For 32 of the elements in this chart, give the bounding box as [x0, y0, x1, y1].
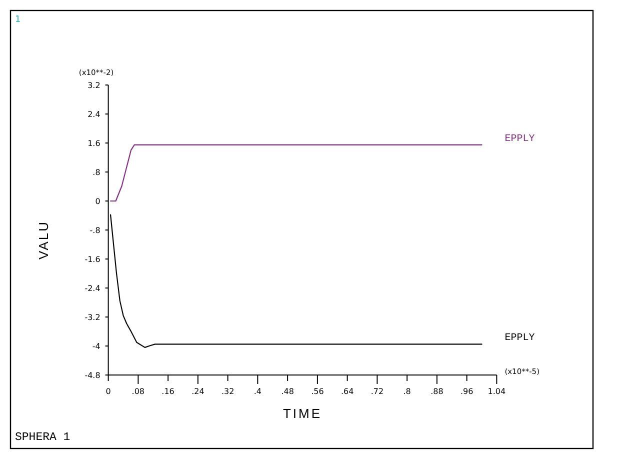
x-tick-label: .08: [132, 387, 145, 396]
x-axis-title: TIME: [282, 406, 322, 421]
y-tick-label: 0: [95, 196, 100, 206]
y-axis-title: VALU: [36, 220, 51, 260]
y-tick-label: -3.2: [84, 312, 100, 322]
x-tick-label: .32: [221, 387, 234, 396]
x-tick-label: 1.04: [488, 387, 506, 396]
text: EPPLY: [504, 134, 535, 145]
y-tick-label: -4.8: [84, 370, 100, 380]
y-tick-label: -2.4: [84, 284, 100, 293]
text: SPHERA 1: [15, 431, 70, 444]
x-tick-label: 0: [106, 387, 111, 396]
x-tick-label: .88: [430, 387, 444, 396]
x-tick-label: .4: [254, 387, 262, 396]
x-tick-label: .16: [162, 387, 174, 396]
x-tick-label: .96: [460, 387, 474, 396]
x-tick-label: .56: [311, 387, 324, 396]
y-tick-label: -4: [92, 342, 100, 351]
text: 1: [15, 15, 21, 25]
y-tick-label: -.8: [90, 226, 100, 235]
y-tick-label: .8: [92, 168, 100, 177]
line-series: [110, 144, 482, 202]
x-tick-label: .48: [281, 387, 294, 396]
x-tick-label: .72: [370, 387, 384, 396]
y-tick-label: -1.6: [84, 254, 100, 264]
x-tick-label: .64: [340, 387, 354, 396]
y-tick-label: 2.4: [88, 110, 100, 119]
y-tick-label: 1.6: [88, 138, 100, 148]
x-tick-label: .8: [403, 387, 411, 396]
y-tick-label: 3.2: [88, 80, 100, 90]
text: EPPLY: [504, 333, 535, 344]
x-tick-label: .24: [192, 387, 204, 396]
